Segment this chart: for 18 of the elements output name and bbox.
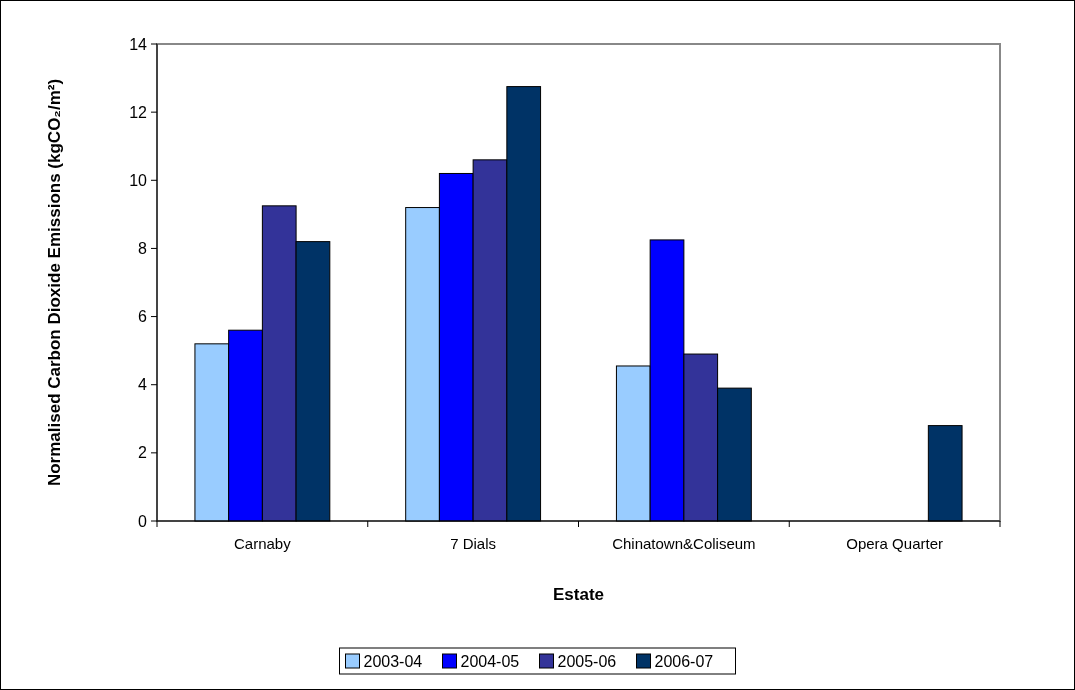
legend-label: 2005-06 [557, 652, 617, 670]
y-tick-label: 10 [129, 171, 148, 189]
x-tick-label: Chinatown&Coliseum [612, 535, 756, 552]
x-tick-label: Carnaby [234, 535, 292, 552]
y-axis-title: Normalised Carbon Dioxide Emissions (kgCO₂/m²) [45, 78, 64, 487]
x-tick-label: 7 Dials [450, 535, 497, 552]
y-tick-label: 14 [129, 35, 148, 53]
y-tick-label: 2 [138, 444, 148, 462]
y-tick-label: 0 [138, 512, 148, 530]
y-tick-label: 12 [129, 103, 148, 121]
x-axis-title: Estate [552, 585, 605, 604]
y-tick-label: 6 [138, 308, 148, 326]
legend-label: 2006-07 [654, 652, 714, 670]
legend-label: 2003-04 [363, 652, 423, 670]
legend-label: 2004-05 [460, 652, 520, 670]
y-tick-label: 8 [138, 240, 148, 258]
x-tick-label: Opera Quarter [846, 535, 943, 552]
y-tick-label: 4 [138, 376, 148, 394]
